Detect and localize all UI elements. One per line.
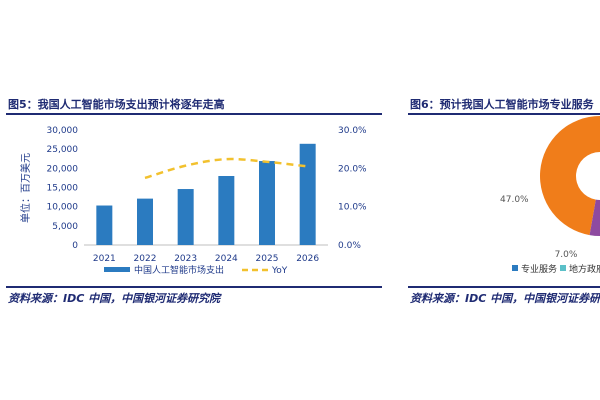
bar [259, 161, 275, 245]
y-tick-label: 0 [72, 241, 78, 251]
legend-swatch [512, 265, 518, 271]
figure-6-title: 图6：预计我国人工智能市场专业服务 [410, 98, 594, 111]
bar [137, 198, 153, 245]
legend-swatch [560, 265, 566, 271]
y2-tick-label: 30.0% [338, 126, 367, 136]
y-tick-label: 5,000 [52, 222, 78, 232]
y-tick-label: 15,000 [47, 184, 79, 194]
legend-swatch-bar [104, 267, 130, 272]
y2-tick-label: 20.0% [338, 164, 367, 174]
figure-6-bottom-rule [408, 286, 600, 288]
legend-label: 中国人工智能市场支出 [134, 264, 224, 276]
x-tick-label: 2021 [93, 254, 116, 264]
y-tick-label: 20,000 [47, 164, 79, 174]
pie-slice-label: 47.0% [500, 195, 529, 205]
bar [299, 143, 316, 245]
y2-tick-label: 10.0% [338, 203, 367, 213]
y-tick-label: 10,000 [47, 203, 79, 213]
figure-5-bottom-rule [6, 286, 382, 288]
figure-6-source: 资料来源：IDC 中国，中国银河证券研究 [410, 292, 600, 305]
figure-5-source: 资料来源：IDC 中国，中国银河证券研究院 [8, 292, 221, 305]
x-tick-label: 2024 [215, 254, 238, 264]
figure-6-title-rule [408, 113, 600, 115]
figure-5-title-rule [6, 113, 382, 115]
yoy-line [144, 157, 308, 180]
figure-5-ylabel: 单位：百万美元 [19, 153, 32, 223]
y-tick-label: 25,000 [47, 145, 79, 155]
y-tick-label: 30,000 [47, 126, 79, 136]
pie-slice-professional-services [540, 116, 600, 236]
legend-label: 地方政府 [569, 263, 600, 275]
legend-label: YoY [271, 266, 288, 276]
pie-slice-local-government [589, 199, 600, 236]
figure-5-chart: 单位：百万美元 0 5,000 10,000 15,000 20,000 25,000 30… [19, 126, 367, 276]
x-tick-label: 2023 [174, 254, 197, 264]
bar [96, 205, 113, 245]
legend-label: 专业服务 [521, 263, 557, 275]
x-tick-label: 2022 [134, 254, 157, 264]
bar [218, 176, 235, 245]
figure-5: 图5：我国人工智能市场支出预计将逐年走高 [8, 96, 225, 112]
figure-5-title: 图5：我国人工智能市场支出预计将逐年走高 [8, 98, 225, 111]
bar [177, 189, 194, 245]
pie-slice-label: 7.0% [555, 250, 578, 260]
x-tick-label: 2026 [296, 254, 319, 264]
x-tick-label: 2025 [256, 254, 279, 264]
figure-6-chart: 47.0% 7.0% 专业服务 地方政府 [500, 116, 600, 275]
figure-6: 图6：预计我国人工智能市场专业服务 [410, 96, 594, 112]
y2-tick-label: 0.0% [338, 241, 361, 251]
